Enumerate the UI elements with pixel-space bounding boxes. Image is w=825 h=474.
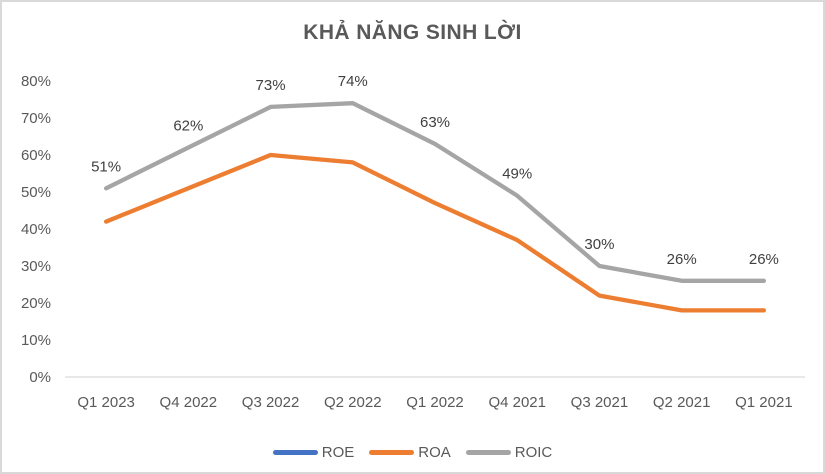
- data-label-roic: 63%: [420, 114, 450, 131]
- y-axis-tick-label: 0%: [29, 369, 51, 386]
- x-axis-tick-label: Q4 2021: [488, 394, 546, 411]
- data-label-roic: 74%: [338, 73, 368, 90]
- data-label-roic: 30%: [584, 236, 614, 253]
- data-label-roic: 62%: [173, 118, 203, 135]
- x-axis-tick-label: Q1 2021: [735, 394, 793, 411]
- y-axis-tick-label: 30%: [21, 258, 51, 275]
- legend-label-roic: ROIC: [514, 444, 553, 461]
- data-label-roic: 49%: [502, 166, 532, 183]
- y-axis-tick-label: 70%: [21, 110, 51, 127]
- legend-swatch-roe: [272, 450, 318, 455]
- data-label-roic: 51%: [91, 158, 121, 175]
- x-axis-tick-label: Q3 2022: [242, 394, 300, 411]
- x-axis-tick-label: Q1 2022: [406, 394, 464, 411]
- y-axis-tick-label: 50%: [21, 184, 51, 201]
- legend-swatch-roa: [369, 450, 415, 455]
- data-label-roic: 26%: [667, 251, 697, 268]
- legend-label-roa: ROA: [418, 444, 451, 461]
- legend-item-roe: ROE: [272, 444, 355, 461]
- y-axis-tick-label: 40%: [21, 221, 51, 238]
- chart-legend: ROE ROA ROIC: [2, 444, 823, 461]
- legend-label-roe: ROE: [321, 444, 355, 461]
- series-line-roic: [103, 101, 767, 283]
- legend-swatch-roic: [465, 450, 511, 455]
- x-axis-tick-label: Q1 2023: [77, 394, 135, 411]
- x-axis-tick-label: Q4 2022: [160, 394, 218, 411]
- legend-item-roic: ROIC: [465, 444, 553, 461]
- legend-item-roa: ROA: [369, 444, 451, 461]
- y-axis-tick-label: 10%: [21, 332, 51, 349]
- x-axis-tick-label: Q3 2021: [571, 394, 629, 411]
- y-axis-tick-label: 20%: [21, 295, 51, 312]
- series-line-roa: [103, 152, 767, 313]
- chart-title: KHẢ NĂNG SINH LỜI: [303, 21, 522, 44]
- y-axis-tick-label: 80%: [21, 73, 51, 90]
- data-label-roic: 26%: [749, 251, 779, 268]
- x-axis-tick-label: Q2 2021: [653, 394, 711, 411]
- data-label-roic: 73%: [256, 77, 286, 94]
- y-axis-tick-label: 60%: [21, 147, 51, 164]
- x-axis-tick-label: Q2 2022: [324, 394, 382, 411]
